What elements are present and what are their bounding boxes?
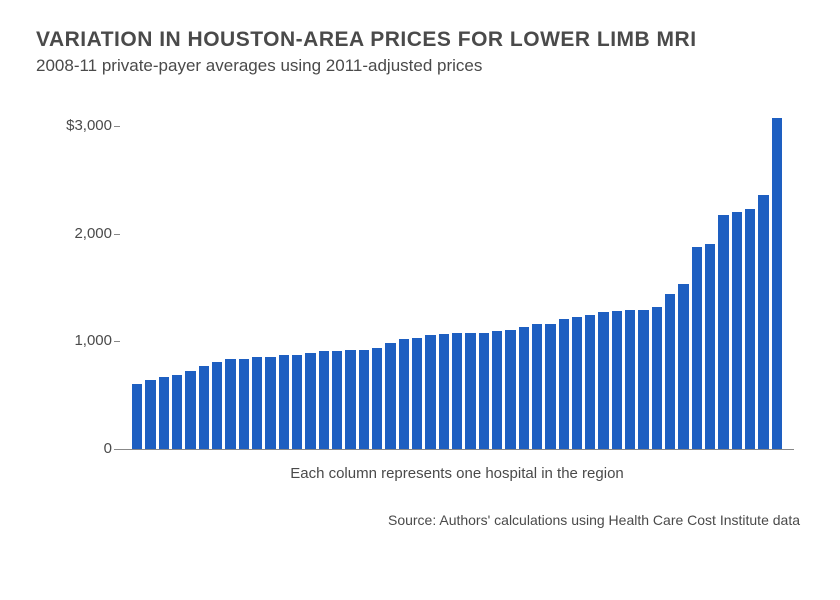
bar — [319, 351, 329, 449]
bar — [612, 311, 622, 449]
chart-title: VARIATION IN HOUSTON-AREA PRICES FOR LOW… — [36, 28, 804, 52]
bar — [452, 333, 462, 450]
bar — [598, 312, 608, 449]
bar — [559, 319, 569, 449]
bar — [145, 380, 155, 449]
bar — [732, 212, 742, 449]
bar — [359, 350, 369, 449]
bar — [199, 366, 209, 449]
bar — [718, 215, 728, 449]
chart-subtitle: 2008-11 private-payer averages using 201… — [36, 56, 804, 76]
chart-area: 0 1,000 2,000 $3,000 Each column represents… — [60, 100, 804, 500]
bar — [372, 348, 382, 449]
bar — [239, 359, 249, 449]
bar — [678, 284, 688, 449]
bar — [545, 324, 555, 449]
bar — [425, 335, 435, 449]
bars-group — [132, 100, 782, 449]
bar — [479, 333, 489, 450]
plot-area — [120, 100, 794, 450]
bar — [345, 350, 355, 449]
bar — [532, 324, 542, 449]
bar — [572, 317, 582, 449]
bar — [692, 247, 702, 449]
bar — [745, 209, 755, 449]
bar — [758, 195, 768, 449]
bar — [172, 375, 182, 449]
bar — [292, 355, 302, 449]
y-tick-label: $3,000 — [66, 117, 112, 134]
bar — [638, 310, 648, 449]
bar — [665, 294, 675, 449]
bar — [399, 339, 409, 449]
source-line: Source: Authors' calculations using Heal… — [36, 512, 804, 528]
bar — [185, 371, 195, 449]
bar — [625, 310, 635, 449]
bar — [412, 338, 422, 449]
y-tick-label: 0 — [104, 440, 112, 457]
bar — [279, 355, 289, 449]
bar — [385, 343, 395, 449]
bar — [585, 315, 595, 449]
bar — [505, 330, 515, 449]
bar — [132, 384, 142, 450]
bar — [332, 351, 342, 449]
bar — [225, 359, 235, 449]
bar — [465, 333, 475, 450]
bar — [212, 362, 222, 449]
bar — [492, 331, 502, 449]
bar — [439, 334, 449, 449]
y-tick-label: 1,000 — [74, 332, 112, 349]
y-tick-label: 2,000 — [74, 225, 112, 242]
x-axis-label: Each column represents one hospital in t… — [120, 465, 794, 482]
bar — [772, 118, 782, 449]
bar — [305, 353, 315, 449]
y-axis: 01,0002,000$3,000 — [60, 100, 120, 450]
bar — [705, 244, 715, 449]
bar — [519, 327, 529, 449]
bar — [652, 307, 662, 449]
bar — [252, 357, 262, 449]
bar — [159, 377, 169, 449]
bar — [265, 357, 275, 449]
chart-container: VARIATION IN HOUSTON-AREA PRICES FOR LOW… — [0, 0, 840, 548]
